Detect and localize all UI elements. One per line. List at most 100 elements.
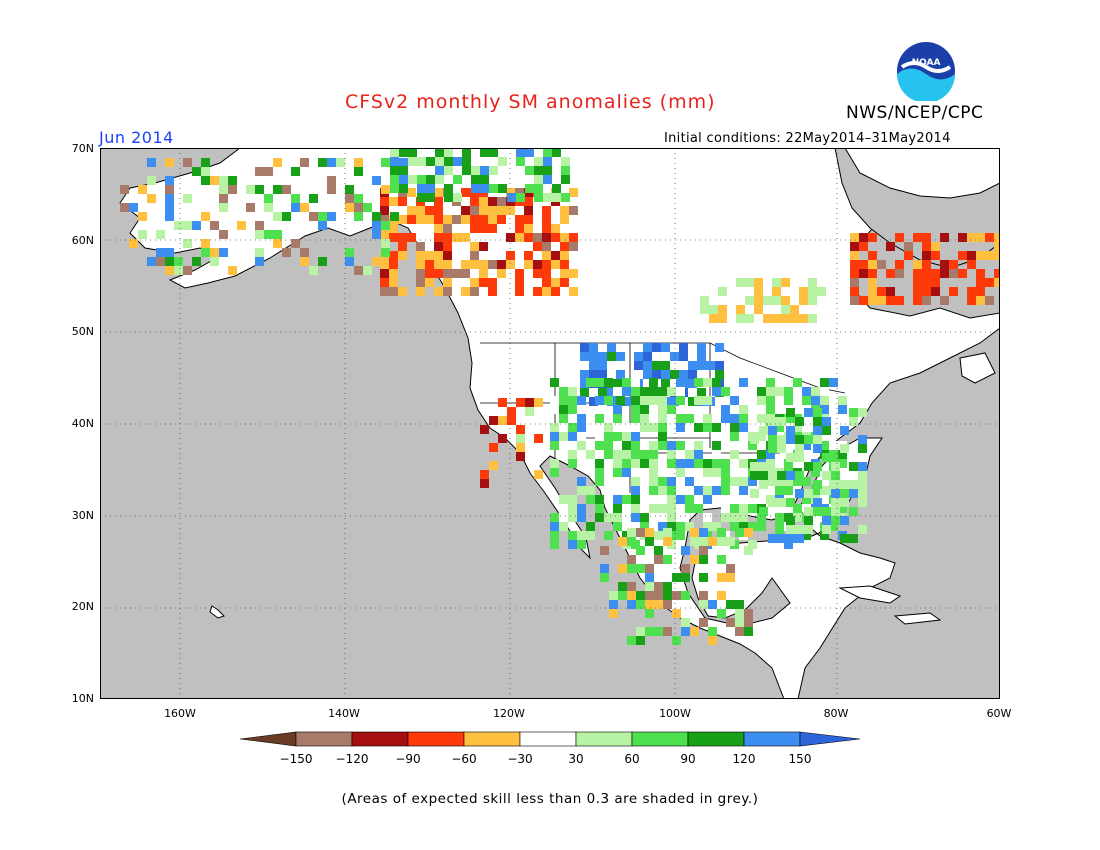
anomaly-cell [534,175,543,184]
anomaly-cell [886,296,895,305]
anomaly-cell [849,408,858,417]
anomaly-cell [515,278,524,287]
anomaly-cell [551,278,560,287]
anomaly-cell [390,175,399,184]
anomaly-cell [372,257,381,266]
anomaly-cell [994,278,1000,287]
anomaly-cell [488,197,497,206]
anomaly-cell [416,206,425,215]
anomaly-cell [976,233,985,242]
anomaly-cell [634,361,643,370]
colorbar-arrow-right [799,731,861,747]
legend-tick: −90 [395,752,421,766]
anomaly-cell [627,537,636,546]
anomaly-cell [443,287,452,296]
anomaly-cell [506,206,515,215]
colorbar-swatch [351,731,409,747]
anomaly-cell [416,260,425,269]
anomaly-cell [831,507,840,516]
anomaly-cell [609,600,618,609]
anomaly-cell [735,528,744,537]
anomaly-cell [345,185,354,194]
lat-label: 20N [71,600,94,613]
colorbar-swatch [743,731,801,747]
anomaly-cell [551,251,560,260]
anomaly-cell [985,278,994,287]
anomaly-cell [718,314,727,323]
anomaly-cell [949,269,958,278]
anomaly-cell [595,504,604,513]
anomaly-cell [726,564,735,573]
anomaly-cell [786,426,795,435]
anomaly-cell [645,591,654,600]
anomaly-cell [604,531,613,540]
anomaly-cell [667,405,676,414]
anomaly-cell [658,441,667,450]
anomaly-cell [994,242,1000,251]
colorbar-arrow-left [239,731,297,747]
anomaly-cell [967,233,976,242]
anomaly-cell [976,296,985,305]
anomaly-cell [793,504,802,513]
anomaly-cell [757,396,766,405]
anomaly-cell [398,197,407,206]
anomaly-cell [524,260,533,269]
anomaly-cell [604,441,613,450]
anomaly-cell [622,495,631,504]
anomaly-cell [895,233,904,242]
anomaly-cell [479,206,488,215]
anomaly-cell [759,426,768,435]
anomaly-cell [777,471,786,480]
lon-label: 160W [164,707,196,720]
anomaly-cell [542,251,551,260]
anomaly-cell [480,175,489,184]
anomaly-cell [690,528,699,537]
anomaly-cell [777,444,786,453]
anomaly-cell [820,396,829,405]
anomaly-cell [643,361,652,370]
anomaly-cell [802,396,811,405]
anomaly-cell [470,287,479,296]
anomaly-cell [631,504,640,513]
anomaly-cell [786,408,795,417]
anomaly-cell [766,405,775,414]
anomaly-cell [417,193,426,202]
anomaly-cell [586,522,595,531]
anomaly-cell [840,489,849,498]
anomaly-cell [685,522,694,531]
anomaly-cell [781,305,790,314]
anomaly-cell [681,546,690,555]
anomaly-cell [976,287,985,296]
lon-label: 140W [328,707,360,720]
anomaly-cell [515,287,524,296]
anomaly-cell [667,450,676,459]
anomaly-cell [820,540,829,549]
anomaly-cell [799,287,808,296]
anomaly-cell [165,257,174,266]
anomaly-cell [586,495,595,504]
anomaly-cell [786,525,795,534]
anomaly-cell [726,618,735,627]
anomaly-cell [498,434,507,443]
lat-label: 30N [71,509,94,522]
colorbar-swatch [631,731,689,747]
anomaly-cell [940,233,949,242]
anomaly-cell [850,260,859,269]
anomaly-cell [940,269,949,278]
anomaly-cell [618,582,627,591]
anomaly-cell [766,450,775,459]
anomaly-cell [985,251,994,260]
anomaly-cell [985,296,994,305]
anomaly-cell [156,257,165,266]
anomaly-cell [754,296,763,305]
anomaly-cell [497,215,506,224]
anomaly-cell [868,260,877,269]
anomaly-cell [922,242,931,251]
anomaly-cell [766,396,775,405]
anomaly-cell [568,396,577,405]
colorbar-swatch [295,731,353,747]
anomaly-cell [300,248,309,257]
anomaly-cell [462,157,471,166]
anomaly-cell [795,525,804,534]
anomaly-cell [622,450,631,459]
